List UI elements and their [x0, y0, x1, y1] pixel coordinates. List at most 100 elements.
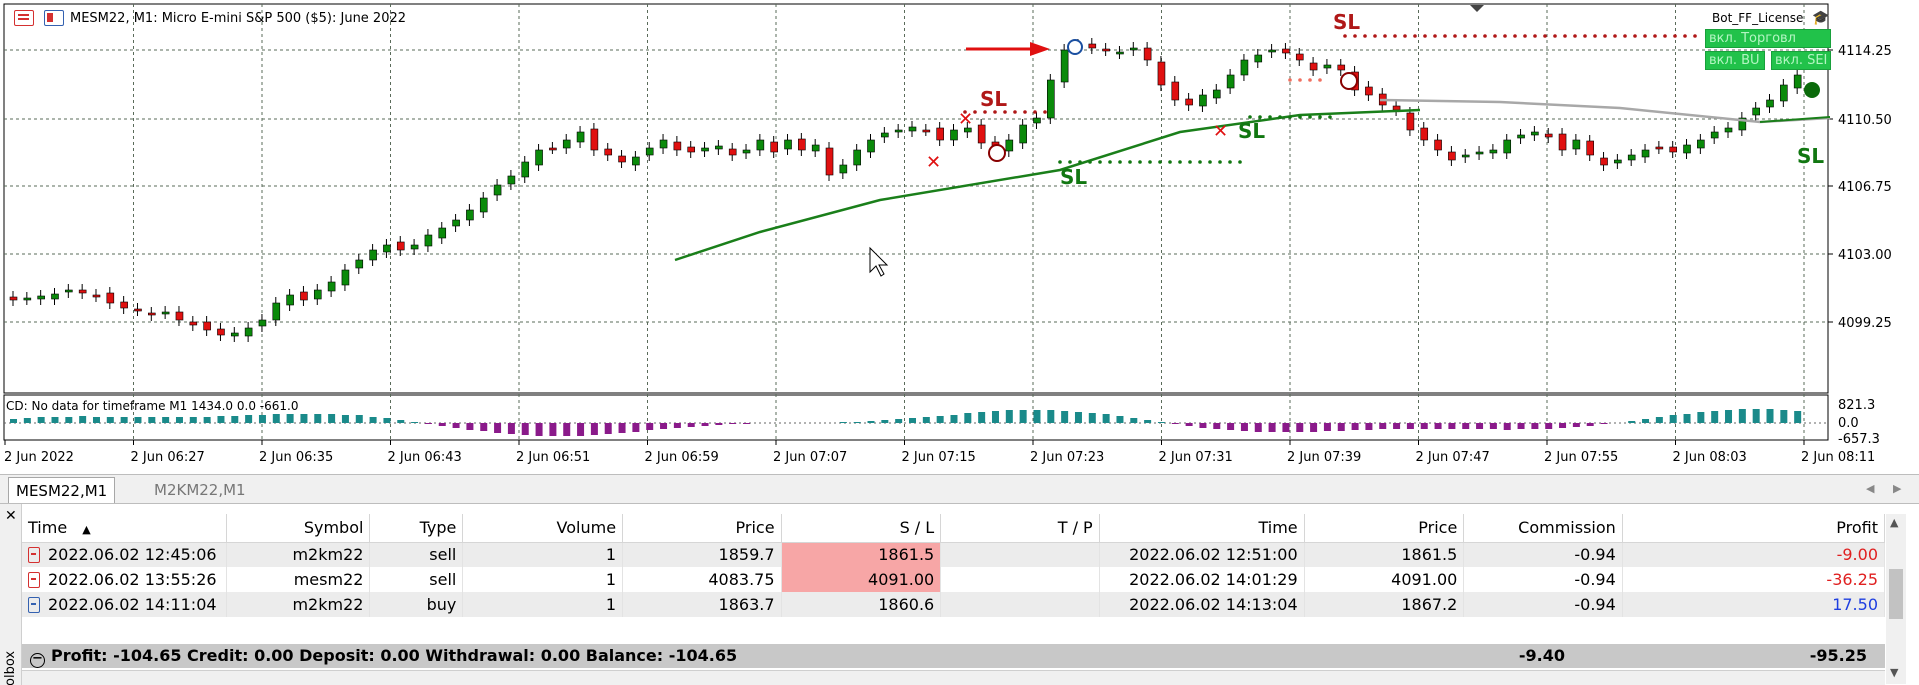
histogram-bar — [1199, 423, 1207, 428]
chart-tabs-bar: MESM22,M1 M2KM22,M1 ◀ ▶ — [0, 474, 1919, 504]
sl-marker-label: SL — [1238, 119, 1265, 143]
candle-body — [1517, 134, 1525, 139]
histogram-bar — [383, 418, 391, 423]
col-header-profit[interactable]: Profit — [1622, 514, 1886, 543]
sl-dotted-level — [1108, 160, 1112, 164]
table-scrollbar[interactable]: ▲ ▼ — [1886, 514, 1906, 684]
scroll-up-icon[interactable]: ▲ — [1890, 516, 1899, 529]
histogram-bar — [1697, 412, 1705, 423]
time-shift-marker-icon — [1470, 5, 1484, 12]
histogram-bar — [106, 417, 114, 423]
history-table: Time ▲ Symbol Type Volume Price S / L T … — [22, 514, 1886, 617]
candle-body — [798, 138, 806, 151]
collapse-minus-icon[interactable]: − — [30, 652, 45, 668]
candle-body — [493, 184, 502, 196]
candle-body — [286, 294, 294, 306]
bu-toggle-button[interactable]: вкл. BU — [1705, 51, 1765, 70]
histogram-bar — [1130, 418, 1138, 423]
candle-body — [369, 249, 377, 261]
sort-ascending-icon: ▲ — [82, 523, 91, 537]
tab-m2km22[interactable]: M2KM22,M1 — [154, 481, 246, 499]
candle-body — [549, 147, 557, 151]
table-row[interactable]: 2022.06.02 13:55:26 mesm22 sell 1 4083.7… — [22, 567, 1886, 592]
time-axis-label: 2 Jun 06:51 — [516, 450, 590, 465]
sl-dotted-level — [1068, 160, 1072, 164]
histogram-bar — [314, 414, 322, 423]
candle-body — [1240, 59, 1249, 76]
sl-dotted-level — [1613, 34, 1617, 38]
indicator-axis-label: 821.3 — [1838, 398, 1875, 413]
histogram-bar — [521, 423, 529, 435]
histogram-bar — [577, 423, 585, 436]
tabs-scroll-left-icon[interactable]: ◀ — [1866, 482, 1875, 495]
col-header-sl[interactable]: S / L — [781, 514, 942, 543]
tabs-scroll-right-icon[interactable]: ▶ — [1893, 482, 1902, 495]
sei-toggle-button[interactable]: вкл. SEI — [1771, 51, 1831, 70]
histogram-bar — [1559, 423, 1567, 428]
cross-marker-icon: ✕ — [1213, 121, 1228, 142]
sl-dotted-level — [1013, 110, 1017, 114]
sl-dotted-level — [1623, 34, 1627, 38]
trading-toggle-button[interactable]: вкл. Торговл — [1705, 29, 1831, 48]
col-header-type[interactable]: Type — [369, 514, 464, 543]
histogram-bar — [300, 414, 308, 423]
sl-dotted-level — [1148, 160, 1152, 164]
histogram-bar — [895, 419, 903, 423]
histogram-bar — [1310, 423, 1318, 432]
candle-body — [175, 311, 184, 321]
candle-body — [562, 139, 571, 149]
col-header-close-price[interactable]: Price — [1304, 514, 1465, 543]
candle-body — [950, 129, 958, 141]
candle-body — [300, 291, 308, 301]
col-header-tp[interactable]: T / P — [940, 514, 1100, 543]
candle-body — [922, 129, 931, 133]
scroll-down-icon[interactable]: ▼ — [1890, 666, 1899, 679]
histogram-bar — [355, 415, 363, 423]
tab-mesm22[interactable]: MESM22,M1 — [8, 477, 116, 503]
candle-body — [825, 147, 834, 176]
histogram-bar — [162, 417, 170, 423]
chart-window-icon[interactable] — [44, 10, 64, 26]
signal-arrow-head — [1030, 42, 1050, 56]
candle-body — [134, 308, 142, 312]
col-header-close-time[interactable]: Time — [1099, 514, 1305, 543]
col-header-volume[interactable]: Volume — [462, 514, 624, 543]
histogram-bar — [148, 417, 156, 423]
chart-list-icon[interactable] — [14, 10, 34, 26]
table-row[interactable]: 2022.06.02 12:45:06 m2km22 sell 1 1859.7… — [22, 542, 1886, 567]
candle-body — [37, 295, 45, 300]
histogram-bar — [590, 423, 598, 435]
chart-canvas[interactable]: 4114.25 4110.50 4106.75 4103.00 4099.25 2 Jun… — [0, 0, 1919, 473]
histogram-bar — [991, 411, 999, 423]
histogram-bar — [1116, 416, 1124, 423]
candle-body — [1365, 86, 1373, 96]
candle-body — [576, 131, 585, 143]
histogram-bar — [964, 413, 972, 423]
price-chart-area[interactable]: 4114.25 4110.50 4106.75 4103.00 4099.25 2 Jun… — [0, 0, 1919, 473]
histogram-bar — [1379, 423, 1387, 429]
candle-body — [1116, 51, 1124, 55]
col-header-price[interactable]: Price — [622, 514, 782, 543]
col-header-commission[interactable]: Commission — [1463, 514, 1623, 543]
sl-dotted-level — [1683, 34, 1687, 38]
sl-dotted-level — [1533, 34, 1537, 38]
scrollbar-thumb[interactable] — [1889, 569, 1903, 619]
histogram-bar — [1144, 420, 1152, 423]
histogram-bar — [286, 414, 294, 423]
sl-dotted-level — [973, 110, 977, 114]
candle-body — [1212, 89, 1221, 99]
candle-body — [1434, 139, 1442, 151]
col-header-time[interactable]: Time ▲ — [22, 514, 228, 543]
indicator-plot-frame — [3, 394, 1829, 441]
sl-dotted-level — [1118, 160, 1122, 164]
histogram-bar — [1489, 423, 1497, 429]
col-header-symbol[interactable]: Symbol — [226, 514, 371, 543]
close-icon[interactable]: ✕ — [5, 508, 17, 524]
sl-dotted-level — [1603, 34, 1607, 38]
candle-body — [1282, 48, 1290, 54]
histogram-bar — [480, 423, 488, 431]
table-row[interactable]: 2022.06.02 14:11:04 m2km22 buy 1 1863.7 … — [22, 592, 1886, 617]
candle-body — [1738, 117, 1747, 131]
summary-row: − Profit: -104.65 Credit: 0.00 Deposit: 0… — [22, 644, 1885, 668]
candle-body — [1531, 131, 1539, 136]
